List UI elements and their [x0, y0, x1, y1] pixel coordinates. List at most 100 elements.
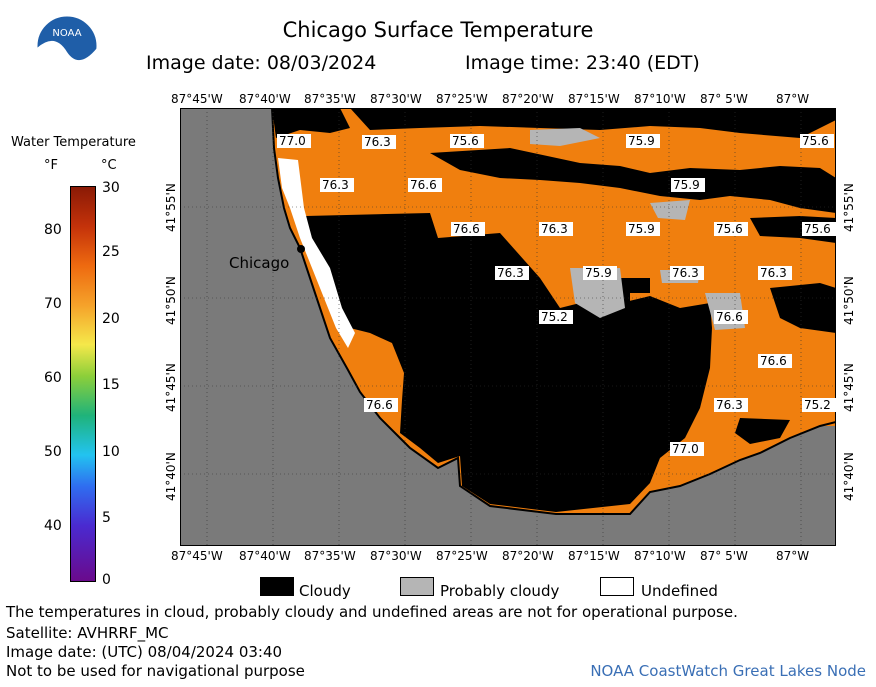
lon-label-bottom: 87°40'W	[239, 549, 291, 563]
lon-label-top: 87°W	[776, 92, 810, 106]
image-date: Image date: 08/03/2024	[146, 52, 377, 74]
svg-text:75.9: 75.9	[673, 178, 700, 192]
lat-label-left: 41°40'N	[164, 452, 178, 501]
image-time: Image time: 23:40 (EDT)	[465, 52, 700, 74]
svg-text:76.3: 76.3	[716, 398, 743, 412]
lat-label-left: 41°55'N	[164, 183, 178, 232]
cloudy-label: Cloudy	[299, 582, 351, 600]
lat-label-left: 41°50'N	[164, 276, 178, 325]
city-label: Chicago	[229, 254, 289, 272]
map-frame	[180, 108, 836, 546]
temp-label: 76.6	[364, 398, 398, 412]
lat-label-right: 41°55'N	[842, 183, 856, 232]
temp-label: 76.3	[539, 222, 573, 236]
lon-label-top: 87° 5'W	[700, 92, 748, 106]
temp-label: 75.9	[626, 134, 660, 148]
credit-line: NOAA CoastWatch Great Lakes Node	[590, 662, 866, 680]
svg-text:76.3: 76.3	[541, 222, 568, 236]
lat-label-left: 41°45'N	[164, 363, 178, 412]
temp-label: 76.3	[670, 266, 704, 280]
cloud-area	[770, 283, 836, 333]
svg-text:77.0: 77.0	[279, 134, 306, 148]
disclaimer-note: The temperatures in cloud, probably clou…	[6, 603, 738, 621]
lon-label-top: 87°45'W	[171, 92, 223, 106]
temp-label: 76.6	[758, 354, 792, 368]
f-tick: 50	[44, 444, 62, 460]
lon-label-top: 87°35'W	[304, 92, 356, 106]
f-tick: 70	[44, 296, 62, 312]
svg-text:75.2: 75.2	[804, 398, 831, 412]
temp-label: 75.9	[671, 178, 705, 192]
lon-label-bottom: 87°W	[776, 549, 810, 563]
svg-text:75.9: 75.9	[628, 134, 655, 148]
temp-label: 77.0	[277, 134, 311, 148]
chicago-marker	[297, 245, 305, 253]
c-tick: 20	[102, 311, 120, 327]
svg-text:76.3: 76.3	[760, 266, 787, 280]
probably-cloudy-area	[650, 200, 690, 220]
temp-label: 75.6	[800, 134, 834, 148]
undefined-area	[278, 158, 355, 348]
lon-label-bottom: 87°10'W	[634, 549, 686, 563]
svg-text:76.3: 76.3	[672, 266, 699, 280]
c-tick: 30	[102, 180, 120, 196]
temp-label: 76.3	[714, 398, 748, 412]
lat-label-right: 41°40'N	[842, 452, 856, 501]
cloud-area	[272, 108, 350, 138]
temperature-map: Chicago 77.0 76.3 75.6 75.9 75.6 76.3 76…	[180, 108, 836, 546]
page-title: Chicago Surface Temperature	[282, 18, 594, 42]
temp-label: 76.3	[362, 135, 396, 149]
lon-label-bottom: 87°35'W	[304, 549, 356, 563]
temp-label: 76.3	[758, 266, 792, 280]
f-tick: 80	[44, 222, 62, 238]
temp-label: 75.9	[583, 266, 617, 280]
svg-text:76.6: 76.6	[760, 354, 787, 368]
lon-label-top: 87°15'W	[568, 92, 620, 106]
utc-date: Image date: (UTC) 08/04/2024 03:40	[6, 643, 283, 661]
cloud-area	[430, 148, 836, 213]
svg-text:76.6: 76.6	[410, 178, 437, 192]
svg-text:76.6: 76.6	[453, 222, 480, 236]
svg-text:75.6: 75.6	[802, 134, 829, 148]
probably-cloudy-area	[570, 268, 625, 318]
svg-text:76.3: 76.3	[322, 178, 349, 192]
temp-label: 77.0	[670, 442, 704, 456]
svg-text:77.0: 77.0	[672, 442, 699, 456]
colorbar	[70, 186, 96, 582]
svg-text:75.9: 75.9	[628, 222, 655, 236]
graticule	[180, 108, 836, 546]
colorbar-title: Water Temperature	[11, 135, 136, 150]
svg-text:75.9: 75.9	[585, 266, 612, 280]
temp-label: 75.2	[539, 310, 573, 324]
f-tick: 60	[44, 370, 62, 386]
c-tick: 15	[102, 377, 120, 393]
cloud-area	[735, 418, 790, 444]
unit-fahrenheit: °F	[44, 158, 58, 173]
svg-text:76.3: 76.3	[364, 135, 391, 149]
temp-label: 75.9	[626, 222, 660, 236]
temp-label: 76.6	[714, 310, 748, 324]
satellite-info: Satellite: AVHRRF_MC	[6, 624, 169, 642]
c-tick: 5	[102, 510, 111, 526]
noaa-logo: NOAA	[35, 14, 99, 78]
lon-label-bottom: 87°15'W	[568, 549, 620, 563]
probably-cloudy-swatch	[400, 577, 434, 596]
svg-text:76.6: 76.6	[366, 398, 393, 412]
cloud-area	[350, 108, 836, 138]
lon-label-top: 87°30'W	[370, 92, 422, 106]
temp-labels: 77.0 76.3 75.6 75.9 75.6 76.3 76.6 75.9 …	[277, 134, 836, 456]
svg-text:75.6: 75.6	[804, 222, 831, 236]
lon-label-top: 87°10'W	[634, 92, 686, 106]
probably-cloudy-label: Probably cloudy	[440, 582, 560, 600]
temp-label: 75.6	[802, 222, 836, 236]
lon-label-top: 87°20'W	[502, 92, 554, 106]
cloudy-swatch	[260, 577, 294, 596]
lon-label-bottom: 87°30'W	[370, 549, 422, 563]
svg-text:76.6: 76.6	[716, 310, 743, 324]
temp-label: 75.6	[714, 222, 748, 236]
probably-cloudy-area	[530, 128, 600, 146]
navigation-warning: Not to be used for navigational purpose	[6, 662, 305, 680]
c-tick: 0	[102, 572, 111, 588]
lon-label-top: 87°25'W	[436, 92, 488, 106]
lon-label-bottom: 87°45'W	[171, 549, 223, 563]
